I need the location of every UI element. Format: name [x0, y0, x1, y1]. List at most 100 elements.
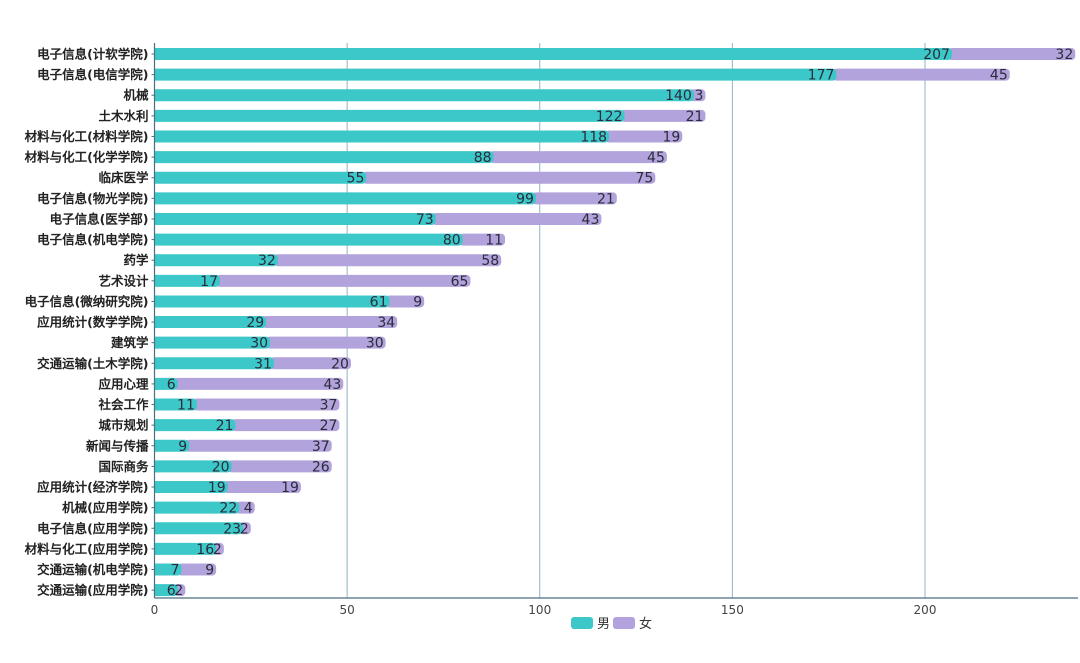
data-label-female: 21	[686, 109, 704, 125]
category-label: 药学	[123, 253, 149, 268]
data-label-female: 32	[1055, 47, 1073, 63]
category-label: 电子信息(电信学院)	[37, 67, 148, 82]
bar-male	[154, 130, 610, 143]
x-tick-label: 100	[528, 603, 551, 617]
category-label: 应用心理	[98, 376, 149, 391]
category-label: 城市规划	[98, 418, 148, 433]
data-label-female: 3	[694, 88, 703, 104]
bar-female	[262, 316, 398, 329]
bar-male	[154, 563, 182, 576]
data-label-female: 4	[244, 501, 253, 517]
legend[interactable]: 男女	[571, 616, 652, 632]
category-label: 国际商务	[98, 459, 149, 474]
bar-male-edge	[154, 357, 159, 370]
data-label-female: 58	[481, 253, 499, 269]
data-label-female: 26	[312, 459, 330, 475]
data-label-female: 34	[377, 315, 395, 331]
data-label-male: 29	[246, 315, 264, 331]
x-tick-label: 0	[151, 603, 159, 617]
bar-male-edge	[154, 254, 159, 267]
data-label-male: 19	[208, 480, 226, 496]
bar-male-edge	[154, 295, 159, 308]
bar-female	[385, 295, 425, 308]
bar-female	[489, 151, 667, 164]
bar-male	[154, 357, 274, 370]
bar-male	[154, 109, 625, 122]
data-label-female: 9	[413, 294, 422, 310]
bar-male	[154, 481, 228, 494]
bar-female	[362, 171, 656, 184]
data-label-male: 17	[200, 274, 218, 290]
bar-female	[266, 336, 386, 349]
bar-male-edge	[154, 109, 159, 122]
legend-male-label[interactable]: 男	[597, 617, 610, 632]
bar-female	[947, 48, 1076, 60]
category-label: 材料与化工(材料学院)	[24, 129, 149, 144]
data-label-male: 7	[171, 563, 180, 579]
data-label-female: 43	[323, 377, 341, 393]
bar-male	[154, 542, 217, 555]
bar-female	[177, 563, 217, 576]
data-label-female: 30	[366, 336, 384, 352]
bar-male	[154, 171, 367, 184]
data-label-male: 177	[808, 68, 835, 84]
data-label-male: 73	[416, 212, 434, 228]
data-label-female: 65	[451, 274, 469, 290]
data-label-male: 118	[580, 129, 607, 145]
data-label-male: 140	[665, 88, 692, 104]
data-label-female: 75	[635, 171, 653, 187]
bar-male	[154, 233, 463, 246]
data-label-female: 27	[320, 418, 338, 434]
category-label: 艺术设计	[98, 273, 149, 288]
bar-male	[154, 192, 536, 205]
category-label: 电子信息(医学部)	[50, 211, 149, 226]
bar-male	[154, 460, 232, 473]
bar-female	[231, 419, 340, 432]
category-label: 社会工作	[97, 397, 149, 412]
data-label-female: 45	[647, 150, 665, 166]
bar-female	[832, 68, 1010, 81]
bar-male	[154, 398, 197, 411]
bar-male-edge	[154, 68, 159, 81]
bar-male-edge	[154, 460, 159, 473]
bar-male	[154, 151, 494, 164]
bar-male-edge	[154, 377, 159, 390]
category-label: 交通运输(土木学院)	[37, 356, 148, 371]
data-label-male: 16	[196, 542, 214, 558]
bar-male-edge	[154, 171, 159, 184]
bar-male	[154, 274, 220, 287]
data-label-male: 20	[212, 459, 230, 475]
bar-male-edge	[154, 336, 159, 349]
data-label-female: 43	[582, 212, 600, 228]
legend-male-swatch[interactable]	[571, 617, 593, 629]
bar-male	[154, 522, 244, 535]
legend-female-swatch[interactable]	[613, 617, 635, 629]
axis-layer: 0 50 100 150 200 电子信息(计软学院) 电子信息(电信学院) 机械土木水利材料…	[24, 43, 1078, 617]
bar-female	[620, 109, 706, 122]
data-label-female: 45	[990, 68, 1008, 84]
data-label-male: 32	[258, 253, 276, 269]
bar-male	[154, 439, 190, 452]
x-tick-label: 200	[914, 603, 937, 617]
data-label-male: 80	[443, 233, 461, 249]
data-label-male: 61	[370, 294, 388, 310]
bar-male-edge	[154, 563, 159, 576]
legend-female-label[interactable]: 女	[639, 616, 652, 632]
category-label: 电子信息(微纳研究院)	[25, 294, 149, 309]
data-label-female: 2	[240, 521, 249, 537]
data-label-male: 23	[223, 521, 241, 537]
bar-male	[154, 295, 390, 308]
x-tick-label: 50	[339, 603, 354, 617]
data-label-female: 37	[312, 439, 330, 455]
data-label-male: 9	[178, 439, 187, 455]
bar-male-edge	[154, 48, 159, 60]
bar-male-edge	[154, 316, 159, 329]
bar-female	[185, 439, 332, 452]
bar-female	[173, 377, 344, 390]
bar-female	[273, 254, 502, 267]
bar-male-edge	[154, 212, 159, 225]
bar-female	[227, 460, 332, 473]
bar-layer	[154, 48, 1076, 597]
bar-male-edge	[154, 130, 159, 143]
